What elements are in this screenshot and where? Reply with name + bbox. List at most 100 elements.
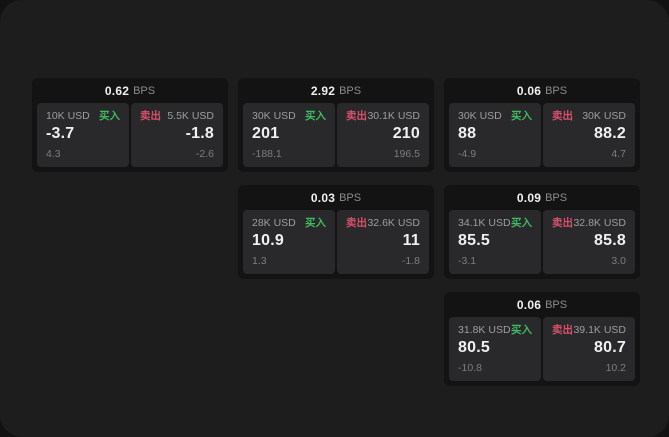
- bps-unit-label: BPS: [339, 191, 362, 204]
- sell-price: 80.7: [594, 339, 626, 356]
- buy-amount: 30K USD: [458, 110, 502, 122]
- quote-card: 0.06 BPS 31.8K USD 买入 80.5 -10.8 卖出 39.1…: [444, 292, 640, 386]
- sell-panel[interactable]: 卖出 39.1K USD 80.7 10.2: [543, 317, 635, 381]
- panels-row: 28K USD 买入 10.9 1.3 卖出 32.6K USD 11 -1.8: [243, 210, 429, 274]
- sell-amount: 32.8K USD: [573, 217, 626, 229]
- sell-price: 11: [402, 232, 420, 249]
- quote-card: 0.62 BPS 10K USD 买入 -3.7 4.3 卖出 5.5K USD: [32, 78, 228, 172]
- bps-value: 2.92: [310, 83, 336, 98]
- buy-delta: -3.1: [458, 255, 477, 267]
- buy-panel[interactable]: 34.1K USD 买入 85.5 -3.1: [449, 210, 541, 274]
- sell-panel[interactable]: 卖出 32.6K USD 11 -1.8: [337, 210, 429, 274]
- bps-value: 0.03: [310, 190, 336, 205]
- bps-unit-label: BPS: [339, 84, 362, 97]
- buy-panel[interactable]: 28K USD 买入 10.9 1.3: [243, 210, 335, 274]
- sell-delta: 10.2: [605, 362, 626, 374]
- bps-unit-label: BPS: [545, 298, 568, 311]
- card-header: 0.62 BPS: [32, 78, 228, 103]
- buy-side-label: 买入: [511, 110, 532, 122]
- panels-row: 30K USD 买入 88 -4.9 卖出 30K USD 88.2 4.7: [449, 103, 635, 167]
- buy-price: 80.5: [458, 339, 490, 356]
- buy-side-label: 买入: [511, 217, 532, 229]
- buy-price: 85.5: [458, 232, 490, 249]
- sell-amount: 30K USD: [582, 110, 626, 122]
- card-header: 0.06 BPS: [444, 292, 640, 317]
- buy-delta: 4.3: [46, 148, 61, 160]
- buy-panel-top: 30K USD 买入: [458, 110, 532, 122]
- buy-amount: 28K USD: [252, 217, 296, 229]
- buy-delta: 1.3: [252, 255, 267, 267]
- buy-panel-top: 10K USD 买入: [46, 110, 120, 122]
- sell-panel-top: 卖出 30K USD: [552, 110, 626, 122]
- buy-delta: -188.1: [252, 148, 282, 160]
- buy-amount: 10K USD: [46, 110, 90, 122]
- buy-side-label: 买入: [511, 324, 532, 336]
- buy-panel[interactable]: 30K USD 买入 201 -188.1: [243, 103, 335, 167]
- buy-amount: 30K USD: [252, 110, 296, 122]
- panels-row: 30K USD 买入 201 -188.1 卖出 30.1K USD 210 1…: [243, 103, 429, 167]
- sell-delta: -1.8: [401, 255, 420, 267]
- card-header: 0.06 BPS: [444, 78, 640, 103]
- sell-delta: 3.0: [611, 255, 626, 267]
- sell-panel-top: 卖出 30.1K USD: [346, 110, 420, 122]
- bps-value: 0.62: [104, 83, 130, 98]
- buy-side-label: 买入: [305, 110, 326, 122]
- buy-amount: 31.8K USD: [458, 324, 511, 336]
- sell-side-label: 卖出: [552, 110, 573, 122]
- panels-row: 31.8K USD 买入 80.5 -10.8 卖出 39.1K USD 80.…: [449, 317, 635, 381]
- buy-price: 10.9: [252, 232, 284, 249]
- quote-card: 0.06 BPS 30K USD 买入 88 -4.9 卖出 30K USD: [444, 78, 640, 172]
- sell-side-label: 卖出: [140, 110, 161, 122]
- sell-price: 88.2: [594, 125, 626, 142]
- buy-price: -3.7: [46, 125, 75, 142]
- quote-card: 2.92 BPS 30K USD 买入 201 -188.1 卖出 30.1K …: [238, 78, 434, 172]
- sell-panel[interactable]: 卖出 5.5K USD -1.8 -2.6: [131, 103, 223, 167]
- bps-value: 0.09: [516, 190, 542, 205]
- sell-panel-top: 卖出 5.5K USD: [140, 110, 214, 122]
- card-header: 0.09 BPS: [444, 185, 640, 210]
- sell-panel-top: 卖出 32.6K USD: [346, 217, 420, 229]
- buy-delta: -10.8: [458, 362, 482, 374]
- buy-price: 201: [252, 125, 280, 142]
- sell-amount: 30.1K USD: [367, 110, 420, 122]
- sell-panel[interactable]: 卖出 30.1K USD 210 196.5: [337, 103, 429, 167]
- sell-amount: 32.6K USD: [367, 217, 420, 229]
- quote-card-grid: 0.62 BPS 10K USD 买入 -3.7 4.3 卖出 5.5K USD: [32, 78, 640, 386]
- sell-amount: 39.1K USD: [573, 324, 626, 336]
- buy-panel-top: 30K USD 买入: [252, 110, 326, 122]
- buy-price: 88: [458, 125, 477, 142]
- sell-side-label: 卖出: [552, 217, 573, 229]
- bps-unit-label: BPS: [545, 84, 568, 97]
- buy-panel[interactable]: 30K USD 买入 88 -4.9: [449, 103, 541, 167]
- sell-price: -1.8: [185, 125, 214, 142]
- sell-price: 210: [392, 125, 420, 142]
- sell-panel[interactable]: 卖出 32.8K USD 85.8 3.0: [543, 210, 635, 274]
- buy-panel[interactable]: 31.8K USD 买入 80.5 -10.8: [449, 317, 541, 381]
- sell-delta: 4.7: [611, 148, 626, 160]
- sell-side-label: 卖出: [346, 217, 367, 229]
- buy-side-label: 买入: [305, 217, 326, 229]
- sell-side-label: 卖出: [552, 324, 573, 336]
- buy-panel-top: 28K USD 买入: [252, 217, 326, 229]
- sell-delta: -2.6: [195, 148, 214, 160]
- bps-unit-label: BPS: [133, 84, 156, 97]
- sell-amount: 5.5K USD: [167, 110, 214, 122]
- quote-card: 0.09 BPS 34.1K USD 买入 85.5 -3.1 卖出 32.8K…: [444, 185, 640, 279]
- sell-panel-top: 卖出 32.8K USD: [552, 217, 626, 229]
- bps-unit-label: BPS: [545, 191, 568, 204]
- sell-price: 85.8: [594, 232, 626, 249]
- card-header: 2.92 BPS: [238, 78, 434, 103]
- sell-panel[interactable]: 卖出 30K USD 88.2 4.7: [543, 103, 635, 167]
- quote-card: 0.03 BPS 28K USD 买入 10.9 1.3 卖出 32.6K US…: [238, 185, 434, 279]
- buy-panel[interactable]: 10K USD 买入 -3.7 4.3: [37, 103, 129, 167]
- panels-row: 34.1K USD 买入 85.5 -3.1 卖出 32.8K USD 85.8…: [449, 210, 635, 274]
- sell-delta: 196.5: [393, 148, 420, 160]
- sell-side-label: 卖出: [346, 110, 367, 122]
- card-header: 0.03 BPS: [238, 185, 434, 210]
- bps-value: 0.06: [516, 83, 542, 98]
- panels-row: 10K USD 买入 -3.7 4.3 卖出 5.5K USD -1.8 -2.…: [37, 103, 223, 167]
- buy-side-label: 买入: [99, 110, 120, 122]
- sell-panel-top: 卖出 39.1K USD: [552, 324, 626, 336]
- buy-delta: -4.9: [458, 148, 477, 160]
